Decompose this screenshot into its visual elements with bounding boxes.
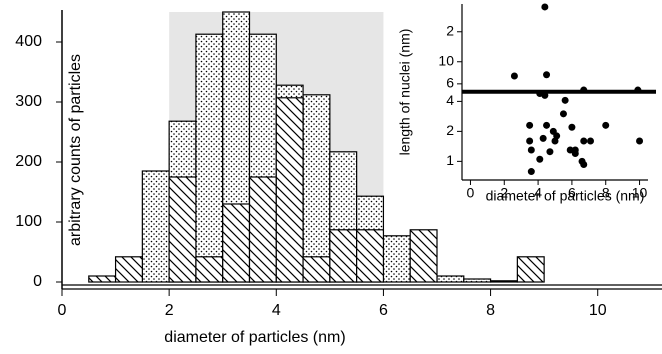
inset-y-tick-label: 2 — [446, 22, 454, 38]
scatter-point — [527, 168, 535, 176]
x-tick-label: 4 — [272, 302, 281, 319]
scatter-point — [526, 137, 534, 145]
histogram-bar — [275, 97, 304, 283]
histogram-bar — [302, 94, 331, 283]
histogram-bar — [329, 229, 358, 283]
histogram-bar — [168, 176, 197, 283]
scatter-point — [536, 155, 544, 163]
scatter-point — [636, 137, 644, 145]
scatter-point — [568, 123, 576, 131]
scatter-point — [527, 146, 535, 154]
histogram-bar — [489, 280, 518, 283]
scatter-point — [541, 3, 549, 11]
histogram-bar — [141, 170, 170, 283]
scatter-point — [587, 137, 595, 145]
scatter-point — [580, 161, 588, 169]
scatter-point — [571, 146, 579, 154]
y-axis-label: arbitrary counts of particles — [67, 54, 84, 246]
scatter-point — [526, 121, 534, 129]
histogram-bar — [356, 229, 385, 283]
scatter-point — [634, 86, 642, 94]
inset-y-tick-label: 2 — [446, 122, 454, 138]
y-tick-label: 200 — [15, 153, 42, 170]
inset-x-tick-label: 4 — [534, 185, 542, 201]
scatter-point — [543, 71, 551, 79]
histogram-bar — [463, 278, 492, 283]
scatter-point — [580, 86, 588, 94]
inset-x-tick-label: 8 — [602, 185, 610, 201]
inset-x-tick-label: 0 — [467, 185, 475, 201]
scatter-point — [539, 134, 547, 142]
y-tick-label: 400 — [15, 33, 42, 50]
inset-y-tick-label: 1 — [446, 152, 454, 168]
scatter-point — [580, 137, 588, 145]
histogram-bar — [195, 256, 224, 283]
histogram-bar — [436, 275, 465, 283]
y-tick-label: 300 — [15, 93, 42, 110]
scatter-point — [602, 121, 610, 129]
x-tick-label: 0 — [58, 302, 67, 319]
x-tick-label: 6 — [379, 302, 388, 319]
histogram-bar — [516, 256, 545, 283]
inset-y-tick-label: 6 — [446, 75, 454, 91]
histogram-bar — [409, 229, 438, 283]
histogram-bar — [88, 275, 117, 283]
inset-x-tick-label: 2 — [500, 185, 508, 201]
scatter-point — [546, 148, 554, 156]
scatter-point — [561, 96, 569, 104]
histogram-bar — [248, 176, 277, 283]
scatter-point — [559, 110, 567, 118]
histogram-bar — [195, 33, 224, 283]
y-tick-label: 100 — [15, 213, 42, 230]
histogram-bar — [302, 256, 331, 283]
inset-y-axis-label: length of nuclei (nm) — [397, 29, 413, 156]
x-tick-label: 2 — [165, 302, 174, 319]
scatter-point — [510, 72, 518, 80]
x-tick-label: 10 — [589, 302, 607, 319]
scatter-point — [566, 146, 574, 154]
inset-y-tick-label: 10 — [438, 52, 454, 68]
scatter-point — [551, 137, 559, 145]
histogram-bar — [114, 256, 143, 283]
histogram-bar — [382, 235, 411, 283]
histogram-bar — [222, 203, 251, 283]
inset-x-tick-label: 10 — [632, 185, 648, 201]
scatter-point — [541, 91, 549, 99]
inset-x-axis-label: diameter of particles (nm) — [486, 188, 645, 204]
x-tick-label: 8 — [486, 302, 495, 319]
y-tick-label: 0 — [33, 273, 42, 290]
x-axis-label: diameter of particles (nm) — [164, 329, 345, 346]
inset-x-tick-label: 6 — [568, 185, 576, 201]
inset-y-tick-label: 4 — [446, 92, 454, 108]
scatter-point — [543, 121, 551, 129]
